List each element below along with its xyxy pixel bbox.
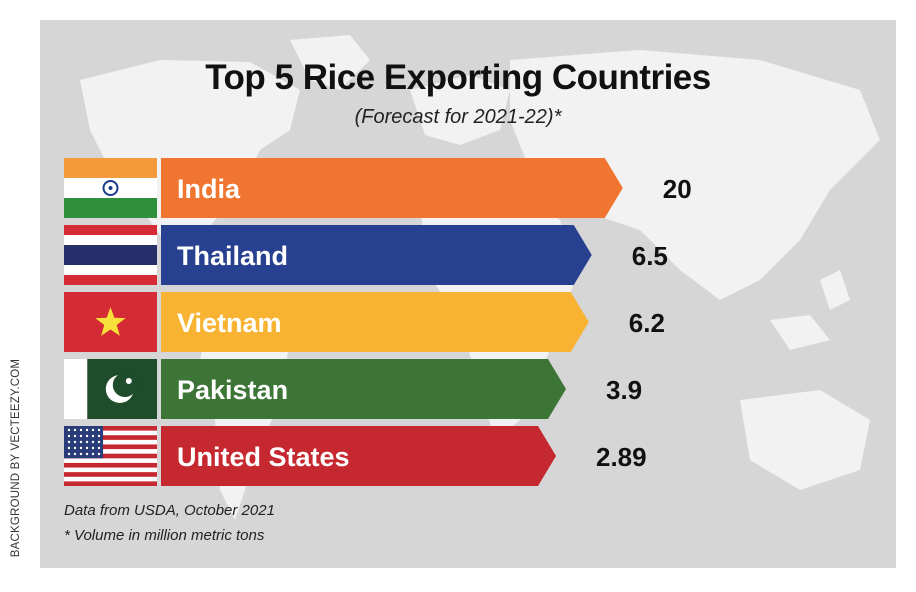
bar-india [161,158,623,218]
india-flag-icon [64,158,157,218]
units-note: * Volume in million metric tons [64,527,265,544]
value-label: 6.5 [632,241,668,271]
vietnam-flag-icon [64,292,157,352]
pakistan-flag-icon [64,359,157,419]
united-states-flag-icon [64,426,157,486]
category-label: Pakistan [177,375,288,405]
bar-pakistan [161,359,566,419]
value-label: 2.89 [596,442,647,472]
chart-subtitle: (Forecast for 2021-22)* [354,106,562,128]
chart-title: Top 5 Rice Exporting Countries [205,58,711,97]
source-note: Data from USDA, October 2021 [64,502,275,519]
value-label: 20 [663,174,692,204]
category-label: Thailand [177,241,288,271]
value-label: 3.9 [606,375,642,405]
bar-thailand [161,225,592,285]
thailand-flag-icon [64,225,157,285]
bar-united-states [161,426,556,486]
category-label: United States [177,442,350,472]
value-label: 6.2 [629,308,665,338]
category-label: Vietnam [177,308,282,338]
category-label: India [177,174,241,204]
bar-vietnam [161,292,589,352]
